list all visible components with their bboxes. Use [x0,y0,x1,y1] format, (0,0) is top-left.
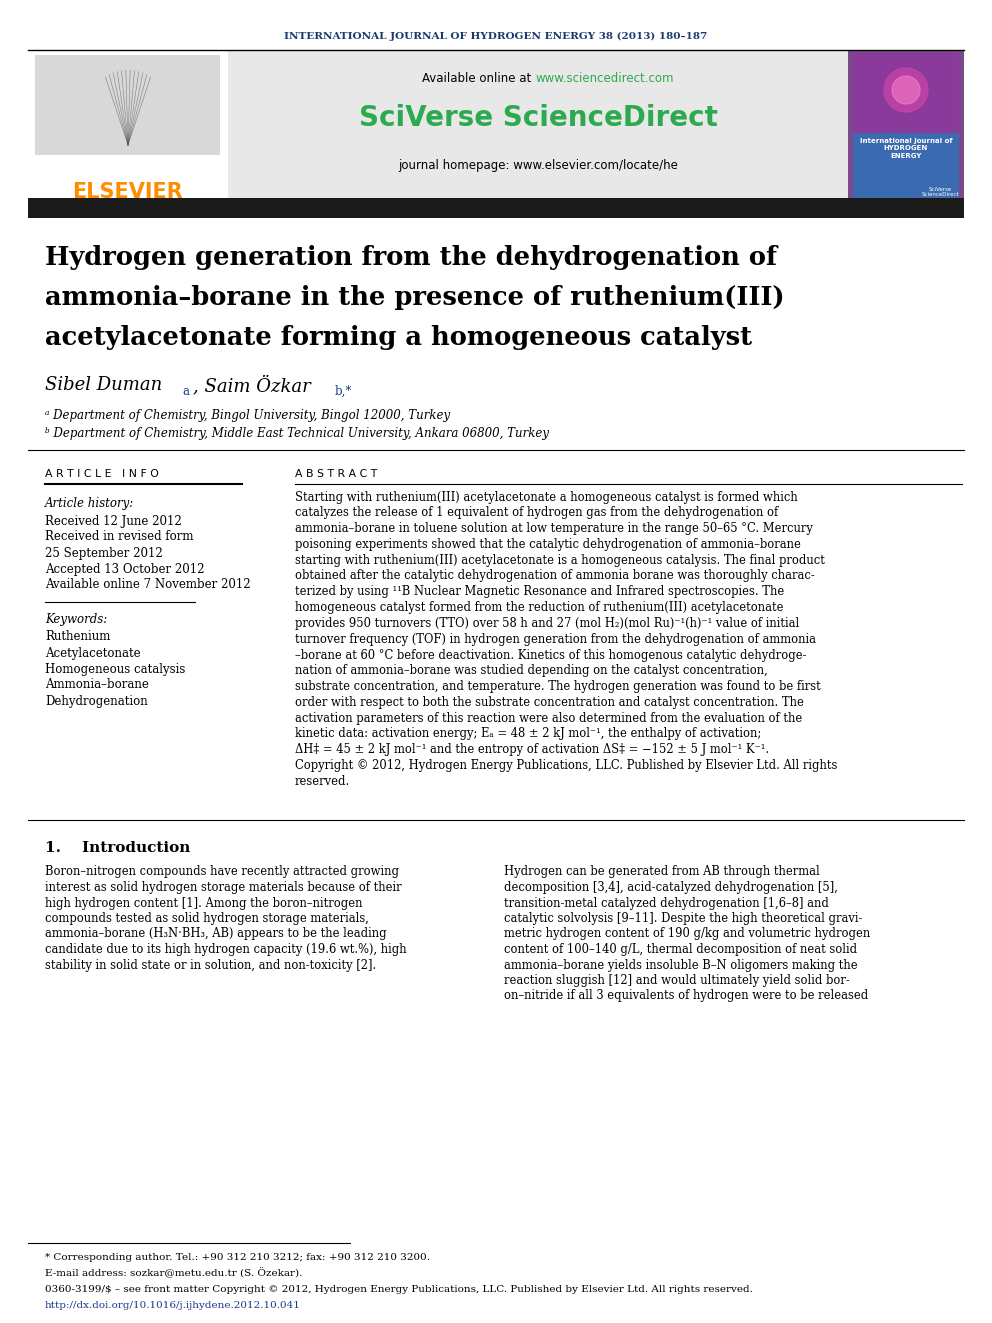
Text: ammonia–borane in toluene solution at low temperature in the range 50–65 °C. Mer: ammonia–borane in toluene solution at lo… [295,523,812,534]
Text: Article history:: Article history: [45,496,134,509]
Text: Available online at: Available online at [422,71,535,85]
Text: candidate due to its high hydrogen capacity (19.6 wt.%), high: candidate due to its high hydrogen capac… [45,943,407,957]
Text: , Saim Özkar: , Saim Özkar [193,376,316,394]
Text: ammonia–borane yields insoluble B–N oligomers making the: ammonia–borane yields insoluble B–N olig… [504,958,858,971]
Text: on–nitride if all 3 equivalents of hydrogen were to be released: on–nitride if all 3 equivalents of hydro… [504,990,868,1003]
Bar [228,50,848,200]
Bar [35,56,220,155]
Text: Boron–nitrogen compounds have recently attracted growing: Boron–nitrogen compounds have recently a… [45,865,399,878]
Text: –borane at 60 °C before deactivation. Kinetics of this homogenous catalytic dehy: –borane at 60 °C before deactivation. Ki… [295,648,806,662]
Text: journal homepage: www.elsevier.com/locate/he: journal homepage: www.elsevier.com/locat… [398,159,678,172]
Text: catalyzes the release of 1 equivalent of hydrogen gas from the dehydrogenation o: catalyzes the release of 1 equivalent of… [295,507,779,520]
Text: transition-metal catalyzed dehydrogenation [1,6–8] and: transition-metal catalyzed dehydrogenati… [504,897,829,909]
Text: Ammonia–borane: Ammonia–borane [45,679,149,692]
Text: catalytic solvolysis [9–11]. Despite the high theoretical gravi-: catalytic solvolysis [9–11]. Despite the… [504,912,862,925]
Text: Hydrogen can be generated from AB through thermal: Hydrogen can be generated from AB throug… [504,865,819,878]
Text: Sibel Duman: Sibel Duman [45,376,168,394]
Text: ammonia–borane in the presence of ruthenium(III): ammonia–borane in the presence of ruthen… [45,284,785,310]
Circle shape [884,67,928,112]
Text: poisoning experiments showed that the catalytic dehydrogenation of ammonia–boran: poisoning experiments showed that the ca… [295,538,801,550]
Text: A B S T R A C T: A B S T R A C T [295,468,377,479]
Text: terized by using ¹¹B Nuclear Magnetic Resonance and Infrared spectroscopies. The: terized by using ¹¹B Nuclear Magnetic Re… [295,585,785,598]
Text: * Corresponding author. Tel.: +90 312 210 3212; fax: +90 312 210 3200.: * Corresponding author. Tel.: +90 312 21… [45,1253,430,1262]
Text: 1.    Introduction: 1. Introduction [45,841,190,855]
Text: activation parameters of this reaction were also determined from the evaluation : activation parameters of this reaction w… [295,712,803,725]
Text: 25 September 2012: 25 September 2012 [45,546,163,560]
Circle shape [892,75,920,105]
Text: ΔH‡ = 45 ± 2 kJ mol⁻¹ and the entropy of activation ΔS‡ = −152 ± 5 J mol⁻¹ K⁻¹.: ΔH‡ = 45 ± 2 kJ mol⁻¹ and the entropy of… [295,744,769,757]
Text: a: a [182,385,189,398]
Text: INTERNATIONAL JOURNAL OF HYDROGEN ENERGY 38 (2013) 180–187: INTERNATIONAL JOURNAL OF HYDROGEN ENERGY… [285,32,707,41]
Text: decomposition [3,4], acid-catalyzed dehydrogenation [5],: decomposition [3,4], acid-catalyzed dehy… [504,881,838,894]
Text: stability in solid state or in solution, and non-toxicity [2].: stability in solid state or in solution,… [45,958,376,971]
Text: starting with ruthenium(III) acetylacetonate is a homogeneous catalysis. The fin: starting with ruthenium(III) acetylaceto… [295,554,825,566]
Text: nation of ammonia–borane was studied depending on the catalyst concentration,: nation of ammonia–borane was studied dep… [295,664,768,677]
Text: Starting with ruthenium(III) acetylacetonate a homogeneous catalyst is formed wh: Starting with ruthenium(III) acetylaceto… [295,491,798,504]
Text: metric hydrogen content of 190 g/kg and volumetric hydrogen: metric hydrogen content of 190 g/kg and … [504,927,870,941]
Text: www.sciencedirect.com: www.sciencedirect.com [535,71,674,85]
Text: homogeneous catalyst formed from the reduction of ruthenium(III) acetylacetonate: homogeneous catalyst formed from the red… [295,601,784,614]
Text: substrate concentration, and temperature. The hydrogen generation was found to b: substrate concentration, and temperature… [295,680,820,693]
Text: provides 950 turnovers (TTO) over 58 h and 27 (mol H₂)(mol Ru)⁻¹(h)⁻¹ value of i: provides 950 turnovers (TTO) over 58 h a… [295,617,800,630]
Text: b,*: b,* [335,385,352,398]
Text: SciVerse
ScienceDirect: SciVerse ScienceDirect [922,187,959,197]
Text: acetylacetonate forming a homogeneous catalyst: acetylacetonate forming a homogeneous ca… [45,324,752,349]
Text: Received in revised form: Received in revised form [45,531,193,544]
Text: http://dx.doi.org/10.1016/j.ijhydene.2012.10.041: http://dx.doi.org/10.1016/j.ijhydene.201… [45,1301,301,1310]
Bar [28,50,228,200]
Text: reaction sluggish [12] and would ultimately yield solid bor-: reaction sluggish [12] and would ultimat… [504,974,850,987]
Text: high hydrogen content [1]. Among the boron–nitrogen: high hydrogen content [1]. Among the bor… [45,897,362,909]
Text: turnover frequency (TOF) in hydrogen generation from the dehydrogenation of ammo: turnover frequency (TOF) in hydrogen gen… [295,632,816,646]
Text: Copyright © 2012, Hydrogen Energy Publications, LLC. Published by Elsevier Ltd. : Copyright © 2012, Hydrogen Energy Public… [295,759,837,773]
Text: A R T I C L E   I N F O: A R T I C L E I N F O [45,468,159,479]
Text: content of 100–140 g/L, thermal decomposition of neat solid: content of 100–140 g/L, thermal decompos… [504,943,857,957]
Bar [853,53,959,134]
Text: reserved.: reserved. [295,775,350,789]
Bar [853,134,959,198]
Text: Acetylacetonate: Acetylacetonate [45,647,141,659]
Text: Available online 7 November 2012: Available online 7 November 2012 [45,578,251,591]
Text: E-mail address: sozkar@metu.edu.tr (S. Özekar).: E-mail address: sozkar@metu.edu.tr (S. Ö… [45,1267,303,1278]
Text: Dehydrogenation: Dehydrogenation [45,695,148,708]
Text: ᵇ Department of Chemistry, Middle East Technical University, Ankara 06800, Turke: ᵇ Department of Chemistry, Middle East T… [45,426,549,439]
Text: Received 12 June 2012: Received 12 June 2012 [45,515,182,528]
Text: Keywords:: Keywords: [45,614,107,627]
Text: compounds tested as solid hydrogen storage materials,: compounds tested as solid hydrogen stora… [45,912,369,925]
Text: ᵃ Department of Chemistry, Bingol University, Bingol 12000, Turkey: ᵃ Department of Chemistry, Bingol Univer… [45,409,450,422]
Bar [28,198,964,218]
Text: ammonia–borane (H₃N·BH₃, AB) appears to be the leading: ammonia–borane (H₃N·BH₃, AB) appears to … [45,927,387,941]
Text: SciVerse ScienceDirect: SciVerse ScienceDirect [358,105,717,132]
Text: interest as solid hydrogen storage materials because of their: interest as solid hydrogen storage mater… [45,881,402,894]
Text: Ruthenium: Ruthenium [45,631,110,643]
Text: Hydrogen generation from the dehydrogenation of: Hydrogen generation from the dehydrogena… [45,245,777,270]
Text: Accepted 13 October 2012: Accepted 13 October 2012 [45,562,204,576]
Text: order with respect to both the substrate concentration and catalyst concentratio: order with respect to both the substrate… [295,696,804,709]
Text: 0360-3199/$ – see front matter Copyright © 2012, Hydrogen Energy Publications, L: 0360-3199/$ – see front matter Copyright… [45,1285,753,1294]
Text: kinetic data: activation energy; Eₐ = 48 ± 2 kJ mol⁻¹, the enthalpy of activatio: kinetic data: activation energy; Eₐ = 48… [295,728,761,741]
Text: ELSEVIER: ELSEVIER [72,183,184,202]
Text: Homogeneous catalysis: Homogeneous catalysis [45,663,186,676]
Text: International Journal of
HYDROGEN
ENERGY: International Journal of HYDROGEN ENERGY [860,138,952,159]
Text: obtained after the catalytic dehydrogenation of ammonia borane was thoroughly ch: obtained after the catalytic dehydrogena… [295,569,814,582]
Bar [848,50,964,200]
